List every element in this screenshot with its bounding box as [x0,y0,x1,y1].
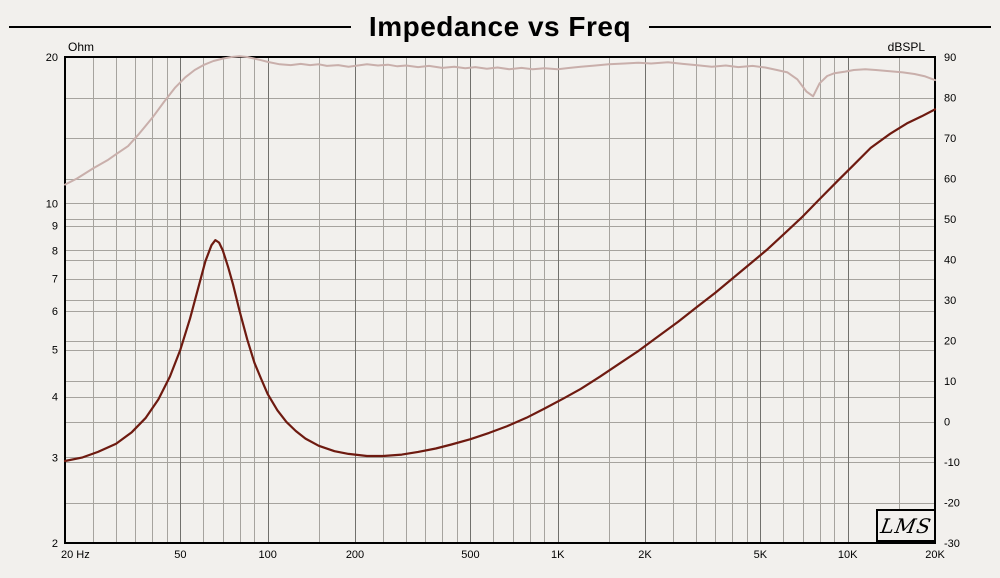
right-tick-label: 30 [944,295,956,307]
left-tick-label: 10 [46,198,58,210]
lms-logo-text: LMS [878,513,934,538]
right-tick-label: 10 [944,376,956,388]
right-tick-label: -20 [944,498,960,510]
right-tick-label: 90 [944,52,956,64]
x-tick-label: 500 [461,549,479,561]
left-tick-label: 9 [52,221,58,233]
x-tick-label: 2K [638,549,652,561]
left-tick-label: 7 [52,274,58,286]
left-tick-label: 3 [52,452,58,464]
x-tick-label: 50 [174,549,186,561]
right-tick-label: 0 [944,417,950,429]
x-tick-label: 10K [838,549,858,561]
right-tick-label: 40 [944,255,956,267]
series-impedance-curve [63,108,937,463]
right-axis-unit-label: dBSPL [887,40,925,54]
right-tick-label: 80 [944,93,956,105]
chart-title: Impedance vs Freq [368,11,632,42]
lms-logo-badge: LMS [876,509,936,542]
x-tick-label: 20 Hz [61,549,90,561]
x-tick-label: 20K [925,549,945,561]
title-rule-left [9,26,351,28]
series-spl-curve [64,55,936,186]
right-tick-label: 60 [944,174,956,186]
plot-frame [64,56,936,544]
left-tick-label: 8 [52,245,58,257]
left-tick-label: 5 [52,345,58,357]
left-tick-label: 20 [46,52,58,64]
right-tick-label: -10 [944,457,960,469]
x-tick-label: 5K [754,549,768,561]
chart-title-row: Impedance vs Freq [0,12,1000,42]
left-tick-label: 2 [52,538,58,550]
right-tick-label: -30 [944,538,960,550]
x-tick-label: 1K [551,549,565,561]
left-tick-label: 6 [52,306,58,318]
left-tick-label: 4 [52,392,58,404]
right-tick-label: 70 [944,133,956,145]
x-tick-label: 100 [259,549,277,561]
title-rule-right [649,26,991,28]
x-tick-label: 200 [346,549,364,561]
right-tick-label: 50 [944,214,956,226]
left-axis-unit-label: Ohm [68,40,95,54]
right-tick-label: 20 [944,336,956,348]
